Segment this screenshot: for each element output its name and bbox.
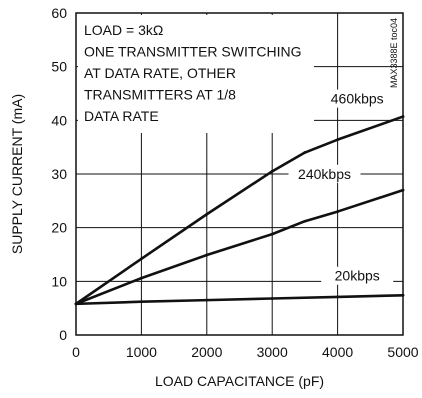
data-point xyxy=(303,151,307,154)
data-point xyxy=(270,232,274,236)
series-label-backing xyxy=(288,164,361,183)
data-point xyxy=(270,297,274,300)
x-tick-label: 4000 xyxy=(322,344,353,360)
data-point xyxy=(205,298,209,302)
data-point xyxy=(140,300,143,304)
series-20kbps xyxy=(74,293,405,306)
data-point xyxy=(401,115,405,118)
series-label: 460kbps xyxy=(331,91,384,107)
plot-frame xyxy=(75,12,404,336)
data-point xyxy=(336,210,339,213)
data-point xyxy=(336,295,339,299)
data-point xyxy=(74,302,78,306)
y-tick-label: 40 xyxy=(51,112,67,128)
y-tick-label: 10 xyxy=(51,273,67,289)
series-240kbps xyxy=(74,188,405,306)
series-line xyxy=(74,188,405,306)
y-axis-ticks: 0 10 20 30 40 50 60 xyxy=(51,5,67,343)
data-point xyxy=(270,169,274,173)
data-point xyxy=(205,212,209,216)
series-label-backing xyxy=(321,266,394,285)
series-label-backing xyxy=(321,89,394,108)
data-point xyxy=(336,138,339,142)
data-point xyxy=(205,253,209,257)
part-number-tag: MAX3388E toc04 xyxy=(389,18,399,88)
y-tick-label: 0 xyxy=(59,327,67,343)
data-point xyxy=(140,257,143,261)
x-tick-label: 1000 xyxy=(126,344,157,360)
x-tick-label: 5000 xyxy=(387,344,418,360)
x-axis-title: LOAD CAPACITANCE (pF) xyxy=(155,373,324,389)
annotation-line: AT DATA RATE, OTHER xyxy=(84,65,236,81)
y-tick-label: 30 xyxy=(51,166,67,182)
x-tick-label: 3000 xyxy=(257,344,288,360)
y-axis-title: SUPPLY CURRENT (mA) xyxy=(9,94,25,254)
data-point xyxy=(303,219,307,223)
annotation-line: ONE TRANSMITTER SWITCHING xyxy=(84,44,302,60)
data-point xyxy=(140,276,143,280)
x-axis-ticks: 0 1000 2000 3000 4000 5000 xyxy=(72,344,419,360)
y-tick-label: 50 xyxy=(51,59,67,75)
annotation-line: DATA RATE xyxy=(84,108,159,124)
series-line xyxy=(74,293,405,306)
x-tick-label: 2000 xyxy=(191,344,222,360)
annotation-line: TRANSMITTERS AT 1/8 xyxy=(84,87,236,103)
y-tick-label: 60 xyxy=(51,5,67,21)
y-tick-label: 20 xyxy=(51,220,67,236)
data-point xyxy=(401,188,405,192)
conditions-annotation: LOAD = 3kΩ ONE TRANSMITTER SWITCHING AT DA… xyxy=(78,15,314,133)
annotation-backing xyxy=(78,15,314,133)
series-label: 20kbps xyxy=(335,268,380,284)
x-tick-label: 0 xyxy=(72,344,80,360)
series-layer: 460kbps 240kbps 20kbps xyxy=(74,89,405,306)
data-point xyxy=(401,293,405,297)
series-label: 240kbps xyxy=(298,166,351,182)
annotation-line: LOAD = 3kΩ xyxy=(84,22,163,38)
